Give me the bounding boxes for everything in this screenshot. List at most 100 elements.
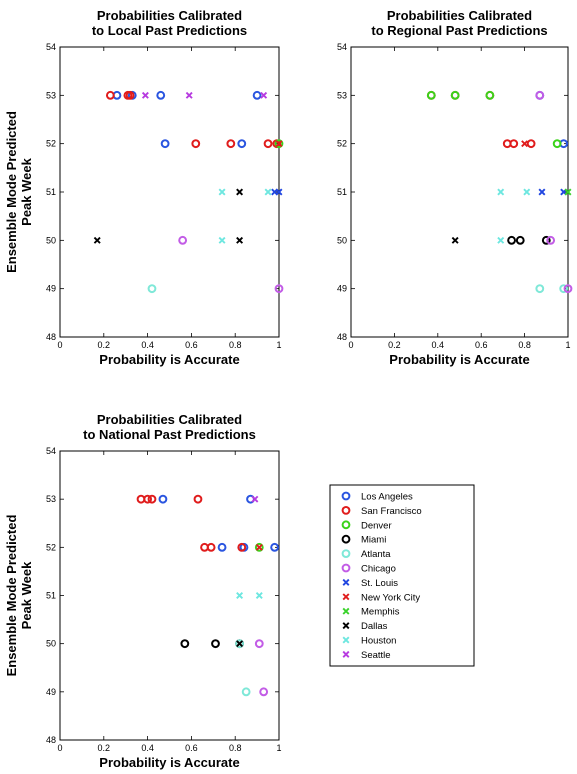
x-tick-label: 0.6: [185, 743, 198, 753]
y-tick-label: 50: [337, 235, 347, 245]
y-tick-label: 53: [337, 90, 347, 100]
y-tick-label: 51: [46, 591, 56, 601]
data-point-san-francisco: [125, 90, 135, 100]
data-point-denver: [552, 139, 562, 149]
data-point-dallas: [236, 640, 244, 648]
data-point-new-york-city: [255, 543, 263, 551]
data-point-chicago: [563, 284, 573, 294]
data-point-houston: [497, 188, 505, 196]
data-point-san-francisco: [147, 494, 157, 504]
data-point-houston: [236, 592, 244, 599]
data-point-houston: [218, 236, 226, 244]
data-point-atlanta: [559, 284, 569, 294]
data-point-seattle: [251, 495, 259, 503]
legend-label: Chicago: [361, 564, 396, 575]
legend-marker: [342, 650, 350, 658]
chart-title: Probabilities Calibrated: [387, 8, 532, 23]
y-axis-label: Ensemble Mode Predicted: [4, 111, 19, 273]
data-point-dallas: [451, 236, 459, 244]
data-point-los-angeles: [217, 542, 227, 552]
y-tick-label: 48: [46, 735, 56, 745]
y-tick-label: 49: [46, 687, 56, 697]
data-point-san-francisco: [226, 139, 236, 149]
chart-panel-1: 48 49 50 51 52 53 54 0 0.2 0.4 0.6 0.8 1 Probabilitie…: [4, 8, 284, 367]
legend-label: Miami: [361, 535, 386, 546]
x-tick-label: 1: [565, 340, 570, 350]
data-point-seattle: [141, 91, 149, 99]
data-point-miami: [515, 235, 525, 245]
y-tick-label: 51: [337, 187, 347, 197]
data-point-dallas: [93, 236, 101, 244]
data-point-chicago: [178, 235, 188, 245]
data-point-los-angeles: [252, 90, 262, 100]
x-tick-label: 0.2: [98, 743, 111, 753]
legend-marker: [342, 607, 350, 615]
y-tick-label: 48: [337, 332, 347, 342]
y-tick-label: 53: [46, 90, 56, 100]
x-tick-label: 0.6: [185, 340, 198, 350]
data-point-san-francisco: [191, 139, 201, 149]
y-tick-label: 54: [46, 446, 56, 456]
y-tick-label: 50: [46, 639, 56, 649]
x-axis-label: Probability is Accurate: [99, 352, 239, 367]
legend-label: Seattle: [361, 650, 391, 661]
chart-title: to Regional Past Predictions: [371, 23, 547, 38]
legend-marker: [341, 563, 351, 573]
data-point-miami: [180, 639, 190, 649]
chart-title: Probabilities Calibrated: [97, 412, 242, 427]
data-point-seattle: [185, 91, 193, 99]
data-point-new-york-city: [275, 140, 283, 148]
data-point-los-angeles: [156, 90, 166, 100]
legend-label: Houston: [361, 636, 396, 647]
data-point-miami: [541, 235, 551, 245]
x-tick-label: 0.4: [141, 340, 154, 350]
data-point-denver: [254, 542, 264, 552]
data-point-houston: [264, 188, 272, 196]
data-point-denver: [485, 90, 495, 100]
x-tick-label: 0.2: [388, 340, 401, 350]
data-point-san-francisco: [263, 139, 273, 149]
data-point-atlanta: [241, 687, 251, 697]
legend-marker: [342, 593, 350, 601]
legend-marker: [342, 636, 350, 644]
legend-frame: [329, 484, 475, 667]
x-tick-label: 0.8: [229, 743, 242, 753]
data-point-houston: [218, 188, 226, 196]
legend-marker: [341, 491, 351, 501]
legend-label: New York City: [361, 592, 420, 603]
y-tick-label: 53: [46, 494, 56, 504]
y-axis-label: Peak Week: [19, 561, 34, 629]
data-point-chicago: [254, 639, 264, 649]
x-tick-label: 1: [276, 743, 281, 753]
legend-label: San Francisco: [361, 506, 422, 517]
data-point-los-angeles: [237, 139, 247, 149]
x-tick-label: 0.2: [98, 340, 111, 350]
chart-title: to National Past Predictions: [83, 427, 256, 442]
chart-panel-3: 48 49 50 51 52 53 54 0 0.2 0.4 0.6 0.8 1 Probabilitie…: [4, 412, 282, 770]
legend-marker: [341, 520, 351, 530]
data-point-dallas: [236, 236, 244, 244]
legend-label: Dallas: [361, 621, 388, 632]
y-tick-label: 54: [46, 42, 56, 52]
y-tick-label: 52: [46, 139, 56, 149]
data-point-memphis: [564, 188, 572, 196]
x-tick-label: 0.6: [475, 340, 488, 350]
y-tick-label: 50: [46, 235, 56, 245]
y-tick-label: 52: [46, 542, 56, 552]
legend-marker: [341, 506, 351, 515]
data-point-san-francisco: [143, 494, 153, 504]
y-tick-label: 54: [337, 42, 347, 52]
chart-title: Probabilities Calibrated: [97, 8, 242, 23]
y-tick-label: 52: [337, 139, 347, 149]
y-tick-label: 51: [46, 187, 56, 197]
legend-marker: [342, 578, 350, 586]
plot-area-frame: [59, 46, 280, 338]
x-tick-label: 0.8: [229, 340, 242, 350]
data-point-denver: [450, 90, 460, 100]
legend-label: St. Louis: [361, 578, 398, 589]
legend-label: Atlanta: [361, 549, 391, 560]
data-point-chicago: [259, 687, 269, 697]
plot-area-frame: [59, 450, 280, 741]
data-point-los-angeles: [158, 494, 168, 504]
